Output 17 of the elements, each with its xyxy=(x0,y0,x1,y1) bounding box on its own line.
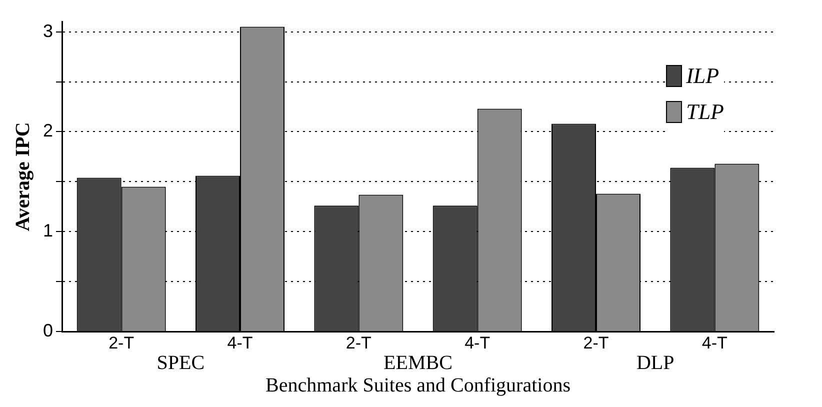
legend-label: ILP xyxy=(686,63,720,89)
x-tick-label: 4-T xyxy=(702,333,728,352)
x-tick-label: 4-T xyxy=(227,333,253,352)
y-tick-label: 2 xyxy=(42,120,54,141)
legend-label: TLP xyxy=(686,99,724,125)
text: EEMBC xyxy=(384,352,452,374)
x-tick-label: 2-T xyxy=(346,333,372,352)
text: SPEC xyxy=(156,352,205,374)
y-tick-label: 3 xyxy=(42,20,54,41)
y-axis-title: Average IPC xyxy=(12,122,34,232)
y-tick-label: 0 xyxy=(42,320,54,341)
x-axis-title: Benchmark Suites and Configurations xyxy=(266,374,571,396)
x-tick-label: 2-T xyxy=(108,333,134,352)
x-tick-label: 2-T xyxy=(583,333,609,352)
x-tick-label: 4-T xyxy=(464,333,490,352)
text: DLP xyxy=(636,352,674,374)
y-tick-label: 1 xyxy=(42,220,54,241)
